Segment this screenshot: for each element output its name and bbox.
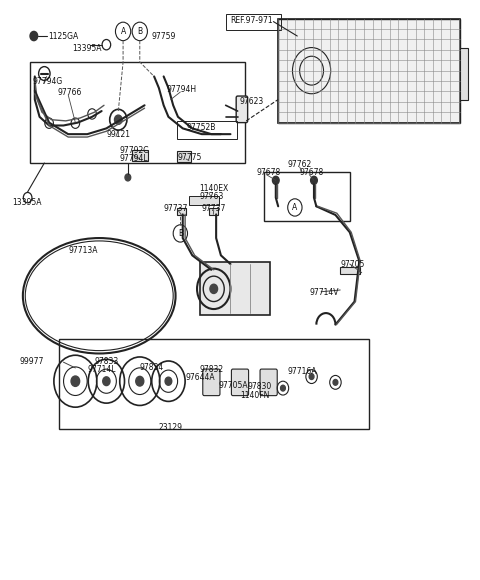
FancyBboxPatch shape bbox=[340, 267, 360, 274]
FancyBboxPatch shape bbox=[189, 197, 219, 205]
Text: 97763: 97763 bbox=[199, 192, 224, 201]
FancyBboxPatch shape bbox=[231, 369, 249, 396]
Text: 97794G: 97794G bbox=[33, 77, 63, 85]
Text: 97737: 97737 bbox=[202, 204, 226, 212]
FancyBboxPatch shape bbox=[203, 369, 220, 396]
Text: B: B bbox=[137, 27, 143, 36]
Text: 23129: 23129 bbox=[159, 423, 183, 433]
Text: 97759: 97759 bbox=[152, 31, 176, 41]
Text: 97716A: 97716A bbox=[288, 368, 317, 376]
FancyBboxPatch shape bbox=[278, 19, 459, 122]
Circle shape bbox=[71, 376, 80, 386]
Text: 99977: 99977 bbox=[20, 357, 44, 366]
Circle shape bbox=[309, 374, 314, 379]
Text: 99121: 99121 bbox=[107, 130, 131, 139]
Text: 97678: 97678 bbox=[300, 168, 324, 177]
Text: 1125GA: 1125GA bbox=[48, 31, 78, 41]
Text: 97833: 97833 bbox=[95, 357, 119, 366]
Circle shape bbox=[115, 115, 122, 124]
FancyBboxPatch shape bbox=[132, 150, 148, 161]
Text: 97775: 97775 bbox=[177, 153, 202, 162]
Text: 97794H: 97794H bbox=[166, 85, 196, 93]
Text: 97705A: 97705A bbox=[218, 381, 248, 390]
Circle shape bbox=[311, 176, 317, 184]
Circle shape bbox=[333, 379, 338, 385]
Text: 97766: 97766 bbox=[58, 88, 82, 97]
Circle shape bbox=[30, 31, 37, 41]
Text: 1140FN: 1140FN bbox=[240, 390, 269, 400]
FancyBboxPatch shape bbox=[236, 96, 248, 122]
Text: 97644A: 97644A bbox=[185, 374, 215, 382]
FancyBboxPatch shape bbox=[200, 262, 270, 315]
Text: 97832: 97832 bbox=[199, 365, 224, 374]
Text: 97705: 97705 bbox=[340, 259, 365, 269]
Text: 13395A: 13395A bbox=[72, 44, 101, 53]
Text: 1140EX: 1140EX bbox=[199, 184, 228, 194]
Text: A: A bbox=[292, 203, 298, 212]
Text: 97834: 97834 bbox=[140, 364, 164, 372]
Text: 97794L: 97794L bbox=[119, 154, 148, 163]
Circle shape bbox=[103, 377, 110, 386]
FancyBboxPatch shape bbox=[260, 369, 277, 396]
Text: REF.97-971: REF.97-971 bbox=[230, 16, 273, 25]
FancyBboxPatch shape bbox=[177, 208, 186, 215]
Text: A: A bbox=[120, 27, 126, 36]
FancyBboxPatch shape bbox=[459, 48, 468, 100]
Circle shape bbox=[136, 376, 144, 386]
Text: 97737: 97737 bbox=[164, 204, 188, 212]
Circle shape bbox=[281, 385, 285, 391]
Circle shape bbox=[273, 176, 279, 184]
Text: B: B bbox=[178, 229, 183, 238]
Text: 97713A: 97713A bbox=[68, 246, 98, 255]
Text: 97623: 97623 bbox=[240, 97, 264, 106]
Text: 97714L: 97714L bbox=[87, 365, 116, 374]
FancyBboxPatch shape bbox=[177, 151, 191, 162]
Text: 97792C: 97792C bbox=[119, 146, 149, 155]
Circle shape bbox=[125, 174, 131, 181]
Circle shape bbox=[210, 284, 217, 293]
Text: 97762: 97762 bbox=[288, 160, 312, 169]
FancyBboxPatch shape bbox=[208, 208, 218, 215]
Text: 97678: 97678 bbox=[257, 168, 281, 177]
Text: 97830: 97830 bbox=[247, 382, 271, 391]
Text: 97752B: 97752B bbox=[187, 123, 216, 132]
Circle shape bbox=[165, 377, 172, 385]
Text: 97714V: 97714V bbox=[309, 288, 339, 298]
Text: 13395A: 13395A bbox=[12, 198, 41, 206]
